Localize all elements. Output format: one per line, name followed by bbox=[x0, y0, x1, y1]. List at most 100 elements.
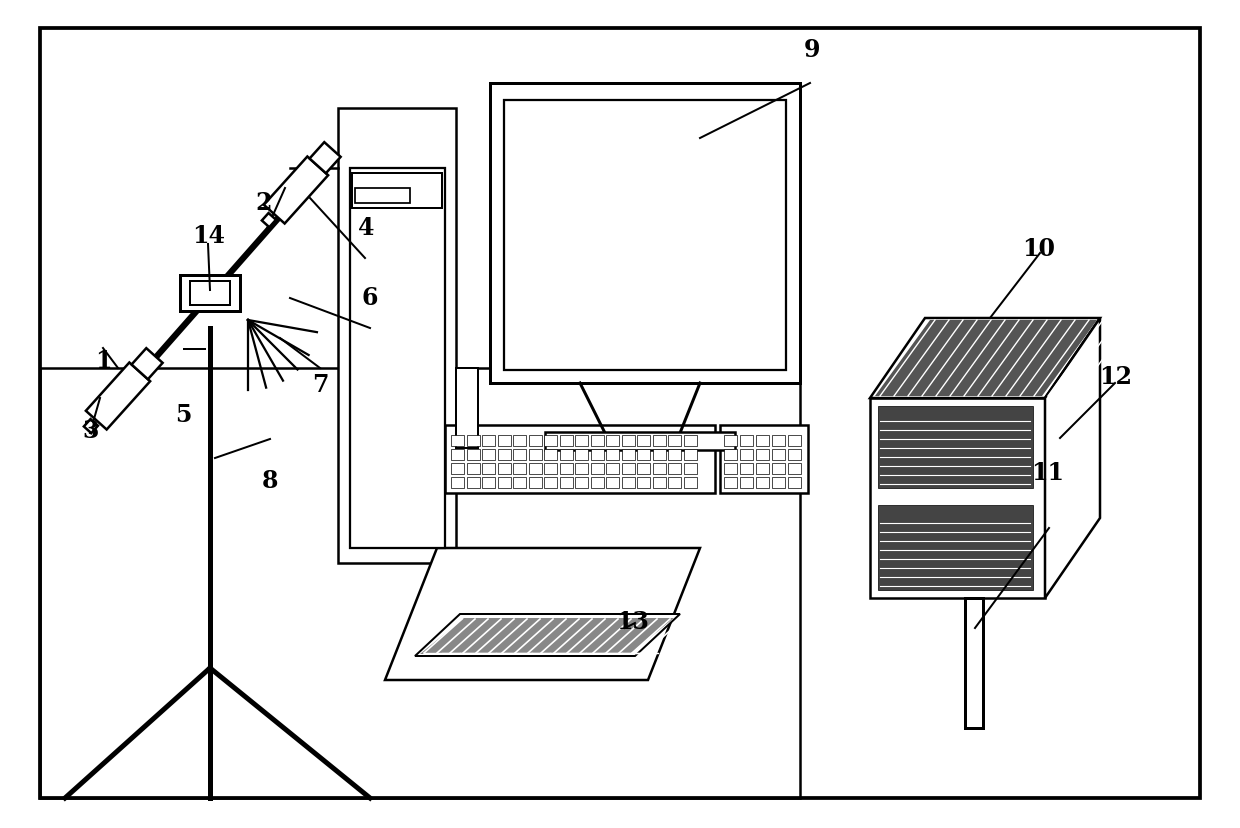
Bar bbox=[590, 450, 604, 460]
Bar bbox=[606, 450, 619, 460]
Bar bbox=[575, 436, 588, 446]
Bar bbox=[482, 450, 495, 460]
Bar bbox=[451, 478, 464, 489]
Bar bbox=[668, 436, 681, 446]
Bar bbox=[720, 426, 808, 493]
Bar bbox=[559, 478, 573, 489]
Bar bbox=[513, 464, 526, 474]
Bar bbox=[513, 450, 526, 460]
Bar bbox=[513, 478, 526, 489]
Bar bbox=[497, 436, 511, 446]
Bar bbox=[497, 478, 511, 489]
Bar bbox=[355, 189, 410, 204]
Bar bbox=[497, 464, 511, 474]
Bar bbox=[756, 450, 769, 460]
Bar bbox=[606, 436, 619, 446]
Bar bbox=[451, 450, 464, 460]
Bar bbox=[575, 464, 588, 474]
Bar bbox=[756, 478, 769, 489]
Bar bbox=[339, 108, 456, 563]
Polygon shape bbox=[420, 619, 675, 654]
Bar bbox=[528, 436, 542, 446]
Bar bbox=[621, 436, 635, 446]
Bar bbox=[724, 478, 737, 489]
Text: 4: 4 bbox=[357, 216, 374, 239]
Bar bbox=[490, 84, 800, 383]
Bar bbox=[544, 450, 557, 460]
Bar bbox=[528, 478, 542, 489]
Bar bbox=[652, 436, 666, 446]
Bar bbox=[466, 478, 480, 489]
Bar bbox=[445, 426, 715, 493]
Bar bbox=[451, 464, 464, 474]
Bar bbox=[546, 432, 735, 450]
Bar bbox=[740, 464, 753, 474]
Bar bbox=[683, 478, 697, 489]
Bar bbox=[683, 464, 697, 474]
Text: 13: 13 bbox=[616, 609, 649, 633]
Bar bbox=[352, 174, 441, 209]
Bar bbox=[787, 436, 801, 446]
Bar bbox=[180, 276, 241, 311]
Polygon shape bbox=[131, 349, 162, 380]
Bar bbox=[575, 478, 588, 489]
Bar bbox=[870, 398, 1045, 599]
Text: 10: 10 bbox=[1023, 237, 1055, 260]
Bar bbox=[668, 478, 681, 489]
Bar bbox=[724, 436, 737, 446]
Polygon shape bbox=[262, 214, 277, 228]
Bar bbox=[787, 450, 801, 460]
Bar bbox=[668, 450, 681, 460]
Bar bbox=[740, 478, 753, 489]
Bar bbox=[787, 478, 801, 489]
Bar bbox=[606, 478, 619, 489]
Bar bbox=[482, 464, 495, 474]
Bar bbox=[544, 478, 557, 489]
Bar bbox=[497, 450, 511, 460]
Bar bbox=[683, 450, 697, 460]
Bar bbox=[878, 407, 1033, 489]
Bar bbox=[965, 599, 983, 728]
Bar bbox=[513, 436, 526, 446]
Bar bbox=[544, 436, 557, 446]
Bar bbox=[503, 101, 786, 371]
Text: 6: 6 bbox=[361, 286, 378, 310]
Bar bbox=[740, 450, 753, 460]
Bar bbox=[878, 505, 1033, 590]
Bar bbox=[683, 436, 697, 446]
Bar bbox=[668, 464, 681, 474]
Bar bbox=[575, 450, 588, 460]
Bar bbox=[590, 464, 604, 474]
Polygon shape bbox=[84, 420, 98, 434]
Bar bbox=[756, 464, 769, 474]
Bar bbox=[456, 368, 477, 449]
Bar bbox=[559, 464, 573, 474]
Bar bbox=[652, 464, 666, 474]
Bar bbox=[621, 478, 635, 489]
Bar bbox=[756, 436, 769, 446]
Polygon shape bbox=[86, 363, 150, 430]
Bar bbox=[621, 450, 635, 460]
Text: 14: 14 bbox=[192, 224, 224, 248]
Bar bbox=[466, 464, 480, 474]
Text: 5: 5 bbox=[175, 402, 192, 426]
Bar bbox=[528, 450, 542, 460]
Bar bbox=[590, 478, 604, 489]
Bar bbox=[621, 464, 635, 474]
Text: 8: 8 bbox=[262, 469, 279, 492]
Bar bbox=[724, 450, 737, 460]
Bar bbox=[740, 436, 753, 446]
Text: 11: 11 bbox=[1032, 460, 1064, 484]
Text: 12: 12 bbox=[1100, 365, 1132, 388]
Bar bbox=[482, 478, 495, 489]
Bar bbox=[559, 436, 573, 446]
Bar bbox=[482, 436, 495, 446]
Polygon shape bbox=[384, 548, 701, 680]
Bar bbox=[637, 450, 650, 460]
Polygon shape bbox=[875, 320, 1097, 397]
Bar bbox=[652, 450, 666, 460]
Bar bbox=[773, 450, 785, 460]
Polygon shape bbox=[415, 614, 680, 657]
Bar bbox=[350, 169, 445, 548]
Bar bbox=[652, 478, 666, 489]
